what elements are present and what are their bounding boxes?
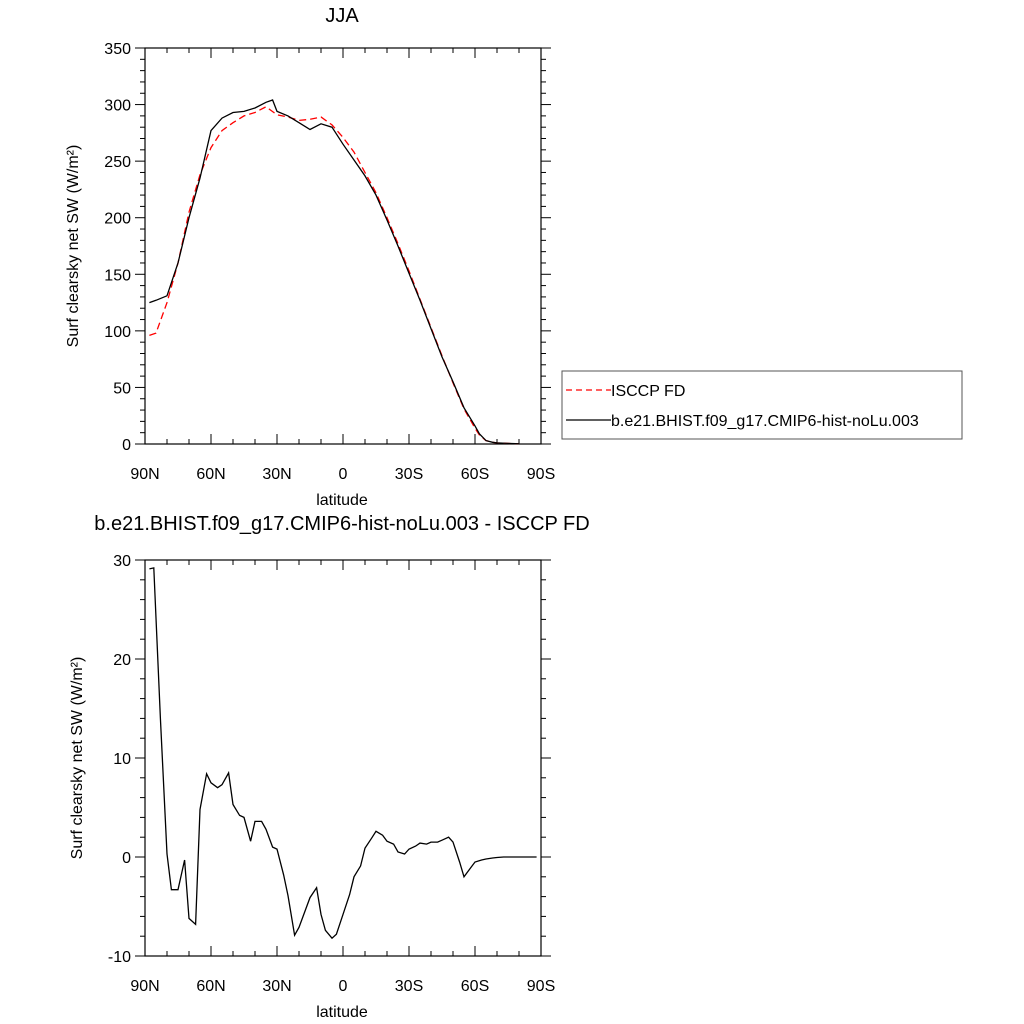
bottom-chart-x-tick-label-30n: 30N (262, 978, 291, 995)
bottom-chart-plot-frame (144, 559, 542, 957)
top-chart-series-line-b-e21-bhist-f09-g17-cmip6-hist-nolu-003 (149, 99, 520, 445)
bottom-chart-ticks (135, 559, 551, 957)
legend: ISCCP FD b.e21.BHIST.f09_g17.CMIP6-hist-… (561, 370, 963, 440)
top-chart-y-tick-label-300: 300 (104, 98, 131, 115)
top-chart-y-tick-label-100: 100 (104, 324, 131, 341)
top-chart-series (149, 99, 520, 445)
bottom-chart-series (149, 567, 537, 940)
top-chart-tick-labels: 90N 60N 30N 0 30S 60S 90S 0 50 100 150 200 250 300 350 (104, 41, 555, 483)
bottom-chart-x-tick-label-60n: 60N (196, 978, 225, 995)
legend-label-isccp-fd: ISCCP FD (611, 383, 685, 400)
top-chart-y-tick-label-50: 50 (113, 380, 131, 397)
top-chart-ticks (135, 47, 551, 445)
top-chart-x-tick-label-60n: 60N (196, 466, 225, 483)
bottom-chart-y-tick-label-10: -10 (108, 949, 131, 966)
bottom-chart-x-tick-label-30s: 30S (395, 978, 423, 995)
bottom-chart-y-tick-label-10: 10 (113, 751, 131, 768)
bottom-chart-x-axis-label: latitude (316, 1004, 368, 1021)
legend-label-model: b.e21.BHIST.f09_g17.CMIP6-hist-noLu.003 (611, 413, 919, 430)
top-chart-series-line-isccp-fd (149, 106, 520, 445)
bottom-chart-series-line-difference (149, 567, 537, 940)
top-chart-x-tick-label-30s: 30S (395, 466, 423, 483)
top-chart: JJA 90N 60N 30N 0 30S 60S 90S 0 50 100 150 200 250 30… (65, 5, 963, 509)
top-chart-y-tick-label-0: 0 (122, 437, 131, 454)
bottom-chart-x-tick-label-0: 0 (339, 978, 348, 995)
bottom-chart-x-tick-label-60s: 60S (461, 978, 489, 995)
bottom-chart-y-tick-label-0: 0 (122, 850, 131, 867)
top-chart-x-tick-label-0: 0 (339, 466, 348, 483)
bottom-chart: b.e21.BHIST.f09_g17.CMIP6-hist-noLu.003 … (69, 513, 590, 1021)
bottom-chart-y-tick-label-30: 30 (113, 553, 131, 570)
legend-box (561, 370, 963, 440)
top-chart-x-tick-label-30n: 30N (262, 466, 291, 483)
bottom-chart-x-tick-label-90s: 90S (527, 978, 555, 995)
top-chart-y-tick-label-350: 350 (104, 41, 131, 58)
bottom-chart-tick-labels: 90N 60N 30N 0 30S 60S 90S -10 0 10 20 30 (108, 553, 555, 995)
top-chart-title: JJA (325, 5, 359, 27)
bottom-chart-title: b.e21.BHIST.f09_g17.CMIP6-hist-noLu.003 … (94, 513, 589, 535)
top-chart-y-tick-label-200: 200 (104, 211, 131, 228)
bottom-chart-y-axis-label: Surf clearsky net SW (W/m²) (69, 657, 86, 860)
top-chart-x-axis-label: latitude (316, 492, 368, 509)
top-chart-x-tick-label-60s: 60S (461, 466, 489, 483)
bottom-chart-y-tick-label-20: 20 (113, 652, 131, 669)
top-chart-plot-frame (144, 47, 542, 445)
top-chart-x-tick-label-90s: 90S (527, 466, 555, 483)
top-chart-y-tick-label-250: 250 (104, 154, 131, 171)
top-chart-y-tick-label-150: 150 (104, 267, 131, 284)
top-chart-y-axis-label: Surf clearsky net SW (W/m²) (65, 145, 82, 348)
top-chart-x-tick-label-90n: 90N (130, 466, 159, 483)
bottom-chart-x-tick-label-90n: 90N (130, 978, 159, 995)
